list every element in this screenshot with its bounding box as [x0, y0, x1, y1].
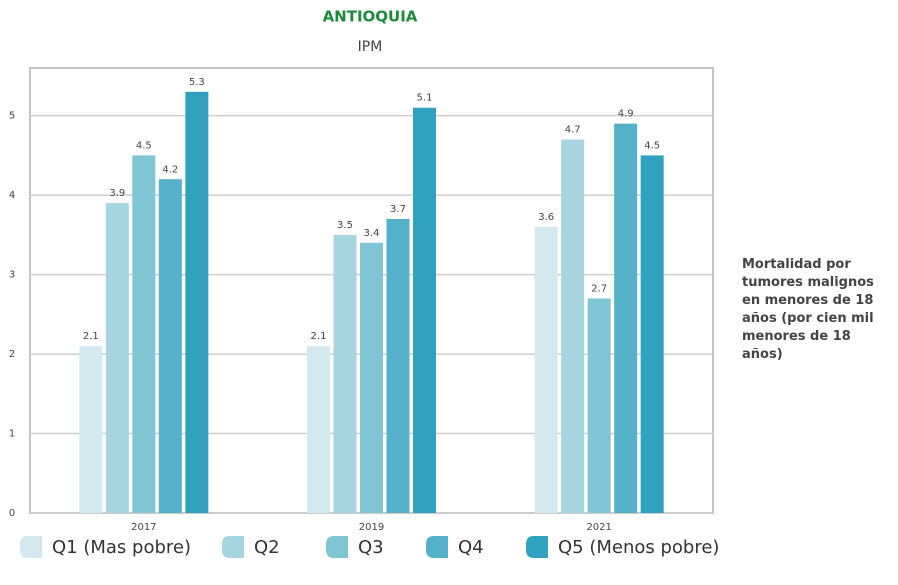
annotation: Mortalidad por tumores malignos en menor… [742, 257, 874, 362]
data-label: 3.4 [364, 228, 380, 239]
legend-swatch [222, 536, 244, 558]
y-tick-label: 1 [9, 429, 15, 440]
bar [640, 155, 664, 514]
data-label: 3.6 [538, 212, 554, 223]
legend-label: Q3 [358, 537, 384, 558]
y-tick-label: 2 [9, 349, 15, 360]
bar [561, 139, 585, 513]
bar [360, 242, 383, 514]
legend-label: Q1 (Mas pobre) [52, 537, 191, 558]
data-label: 4.5 [644, 140, 660, 151]
data-label: 4.5 [136, 140, 152, 151]
data-label: 3.9 [109, 188, 125, 199]
data-label: 5.1 [417, 93, 433, 104]
data-label: 2.7 [591, 283, 607, 294]
bar [614, 123, 638, 513]
x-tick-label: 2021 [586, 522, 611, 533]
chart-title: ANTIOQUIA [323, 8, 418, 26]
bar [413, 107, 436, 513]
data-label: 2.1 [311, 331, 327, 342]
bar [386, 218, 410, 513]
bar [587, 298, 611, 513]
bar [79, 346, 103, 513]
legend-swatch [526, 536, 548, 558]
bar [105, 203, 129, 513]
data-label: 4.7 [565, 125, 581, 136]
y-tick-label: 0 [9, 508, 15, 519]
legend-label: Q2 [254, 537, 280, 558]
data-label: 2.1 [83, 331, 99, 342]
legend-label: Q4 [458, 537, 484, 558]
x-tick-label: 2019 [359, 522, 384, 533]
data-label: 3.7 [390, 204, 406, 215]
legend-swatch [20, 536, 42, 558]
data-label: 3.5 [337, 220, 353, 231]
x-tick-label: 2017 [131, 522, 156, 533]
legend-swatch [326, 536, 348, 558]
y-tick-label: 5 [9, 111, 15, 122]
bar [132, 155, 156, 514]
data-label: 5.3 [189, 77, 205, 88]
legend-swatch [426, 536, 448, 558]
data-label: 4.2 [162, 164, 178, 175]
data-label: 4.9 [618, 109, 634, 120]
y-tick-label: 4 [9, 190, 15, 201]
bar [534, 226, 558, 513]
bar [307, 346, 330, 513]
legend-label: Q5 (Menos pobre) [558, 537, 719, 558]
chart-subtitle: IPM [358, 39, 383, 55]
bar [333, 234, 357, 513]
bar [158, 179, 182, 513]
bar [185, 91, 209, 513]
y-tick-label: 3 [9, 270, 15, 281]
